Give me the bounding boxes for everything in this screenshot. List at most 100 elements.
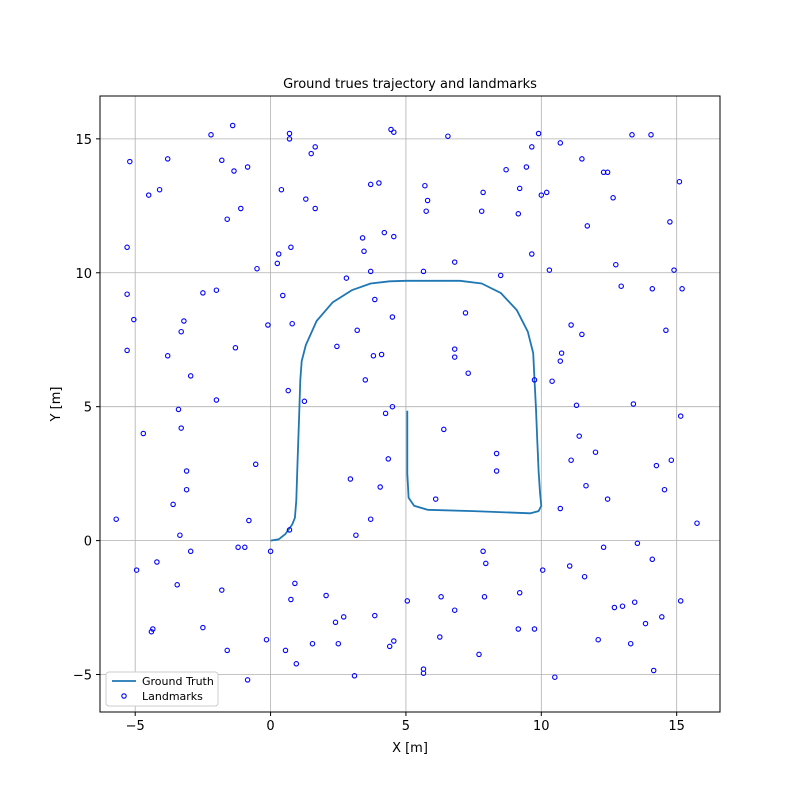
grid-lines: [100, 96, 720, 712]
landmark-point: [437, 634, 443, 640]
landmark-point: [677, 413, 684, 419]
landmark-point: [600, 544, 607, 551]
landmark-point: [595, 636, 601, 643]
landmark-point: [557, 140, 564, 146]
landmark-point: [634, 540, 641, 547]
landmark-point: [653, 462, 660, 469]
landmark-point: [175, 406, 182, 413]
landmark-point: [312, 144, 318, 150]
landmark-point: [308, 150, 314, 157]
y-tick-label: 15: [75, 133, 92, 148]
landmark-point: [552, 674, 558, 680]
landmark-point: [493, 468, 500, 474]
landmark-point: [263, 636, 270, 643]
landmark-point: [438, 594, 444, 600]
landmark-point: [332, 619, 339, 626]
landmark-point: [183, 468, 190, 474]
landmark-point: [286, 527, 293, 533]
landmark-point: [113, 516, 119, 522]
legend-label-ground-truth: Ground Truth: [142, 675, 214, 688]
landmark-point: [420, 670, 427, 676]
landmark-point: [388, 126, 394, 133]
landmark-point: [432, 496, 439, 502]
landmark-point: [178, 328, 184, 335]
landmark-point: [238, 205, 244, 212]
plot-frame: [99, 95, 721, 713]
landmark-point: [323, 592, 329, 599]
y-axis-label: Y [m]: [49, 387, 64, 423]
landmark-point: [483, 560, 489, 567]
landmark-point: [229, 122, 236, 129]
landmark-point: [584, 223, 591, 229]
landmark-point: [529, 251, 535, 257]
landmark-point: [581, 573, 588, 580]
landmark-point: [481, 594, 488, 600]
landmark-point: [391, 129, 397, 135]
landmark-point: [200, 624, 206, 631]
landmark-point: [177, 532, 183, 538]
landmark-point: [280, 292, 286, 299]
x-axis-label: X [m]: [392, 741, 428, 756]
landmark-point: [386, 643, 393, 650]
landmark-point: [124, 347, 130, 354]
landmark-point: [627, 640, 634, 647]
landmark-point: [278, 186, 285, 193]
landmark-point: [288, 596, 294, 603]
landmark-point: [515, 211, 522, 217]
landmark-point: [213, 397, 220, 403]
landmark-point: [523, 164, 530, 170]
landmark-point: [133, 567, 140, 573]
landmark-point: [604, 169, 611, 176]
landmark-point: [187, 548, 194, 555]
landmark-point: [252, 461, 259, 468]
landmark-point: [604, 496, 611, 502]
landmark-point: [200, 290, 206, 296]
landmark-point: [648, 132, 654, 138]
landmark-point: [382, 410, 389, 417]
landmark-point: [558, 350, 565, 356]
y-tick-label: 0: [84, 535, 92, 550]
landmark-point: [568, 457, 574, 463]
landmark-point: [156, 186, 163, 193]
x-tick-label: −5: [126, 719, 145, 734]
landmark-point: [579, 331, 585, 338]
landmark-point: [274, 260, 281, 267]
landmark-point: [465, 370, 471, 376]
landmark-point: [235, 544, 241, 551]
landmark-point: [334, 343, 340, 350]
landmark-point: [219, 157, 225, 164]
landmark-point: [164, 156, 171, 162]
landmark-point: [529, 144, 535, 150]
landmark-point: [183, 486, 190, 493]
landmark-point: [478, 208, 485, 214]
landmark-point: [150, 626, 156, 632]
landmark-point: [267, 548, 274, 555]
landmark-point: [549, 378, 555, 384]
landmark-point: [224, 647, 230, 654]
landmark-point: [422, 182, 428, 189]
landmark-point: [538, 192, 545, 198]
landmark-point: [309, 640, 316, 647]
landmark-point: [531, 626, 538, 632]
landmark-point: [389, 403, 396, 410]
landmark-point: [178, 425, 184, 431]
landmark-point: [208, 132, 214, 138]
landmark-point: [362, 377, 369, 383]
landmark-point: [335, 640, 342, 647]
landmark-point: [667, 219, 673, 225]
landmark-point: [694, 520, 700, 526]
landmark-point: [423, 208, 429, 214]
landmark-point: [649, 556, 656, 563]
landmark-point: [539, 567, 546, 573]
landmark-point: [170, 501, 176, 508]
landmark-point: [289, 320, 295, 327]
legend-label-landmarks: Landmarks: [142, 690, 203, 703]
landmark-point: [377, 484, 383, 490]
ground-truth-trajectory: [270, 279, 543, 542]
landmark-point: [663, 327, 669, 334]
landmark-point: [145, 192, 152, 198]
landmark-point: [579, 156, 585, 162]
landmark-point: [642, 620, 649, 627]
x-axis-ticks: −5 0 5 10 15: [126, 712, 685, 734]
landmark-point: [224, 216, 230, 222]
